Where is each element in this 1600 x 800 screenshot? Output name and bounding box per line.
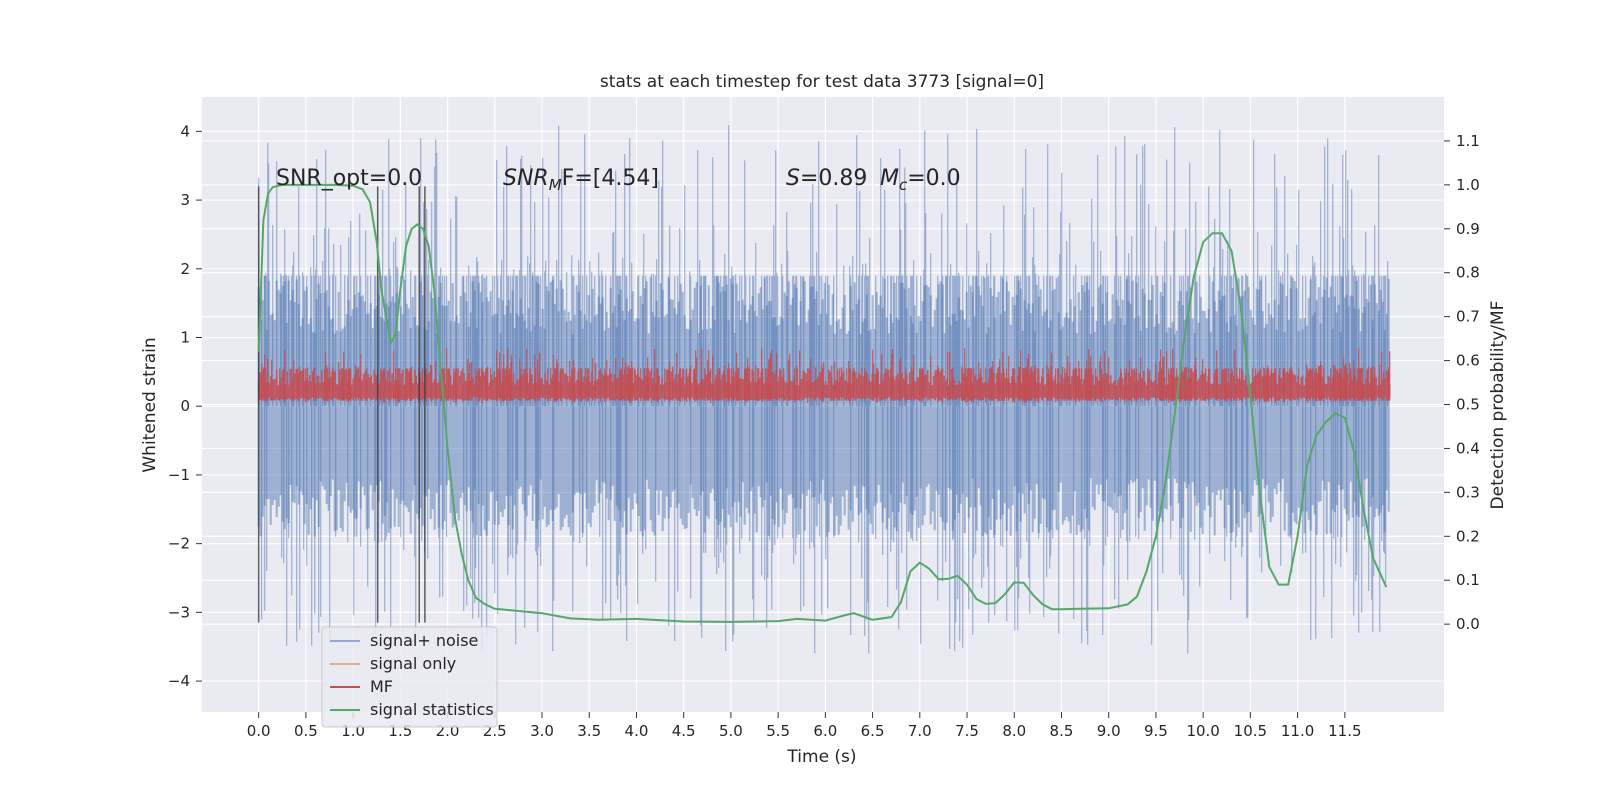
y-right-tick-label: 0.6 (1456, 352, 1480, 370)
series-signal-statistics (257, 183, 1388, 623)
x-tick-label: 3.0 (530, 722, 554, 740)
y-left-tick-label: −2 (168, 535, 190, 553)
x-axis-ticks: 0.0 0.5 1.0 1.5 2.0 2.5 3.0 3.5 4.0 4.5 5.0 5.5 6.0 6… (247, 712, 1362, 740)
chart-title: stats at each timestep for test data 377… (600, 72, 1044, 92)
annotation-snr-opt: SNR_opt=0.0 (276, 166, 422, 191)
x-tick-label: 3.5 (577, 722, 601, 740)
y-right-tick-label: 0.5 (1456, 396, 1480, 414)
x-tick-label: 11.0 (1281, 722, 1314, 740)
x-tick-label: 7.5 (955, 722, 979, 740)
y-left-axis-label: Whitened strain (140, 337, 160, 472)
x-tick-label: 9.5 (1144, 722, 1168, 740)
legend-label-signal-statistics: signal statistics (370, 700, 494, 719)
x-tick-label: 11.5 (1328, 722, 1361, 740)
y-left-tick-label: 1 (180, 329, 190, 347)
x-tick-label: 10.0 (1186, 722, 1219, 740)
legend-label-signal-only: signal only (370, 654, 456, 673)
y-right-tick-label: 1.1 (1456, 132, 1480, 150)
y-right-tick-label: 1.0 (1456, 176, 1480, 194)
legend: signal+ noise signal only MF signal stat… (321, 626, 498, 728)
y-right-axis-label: Detection probability/MF (1488, 301, 1508, 510)
y-left-tick-label: 4 (180, 122, 190, 140)
x-tick-label: 4.5 (672, 722, 696, 740)
annotation-mc: Mc=0.0 (880, 166, 961, 194)
annotation-s: S=0.89 (786, 166, 867, 191)
x-axis-label: Time (s) (786, 747, 856, 767)
y-right-tick-label: 0.7 (1456, 308, 1480, 326)
x-tick-label: 6.0 (813, 722, 837, 740)
y-left-tick-label: 3 (180, 191, 190, 209)
x-tick-label: 8.0 (1002, 722, 1026, 740)
y-left-tick-label: 0 (180, 397, 190, 415)
x-tick-label: 9.0 (1097, 722, 1121, 740)
legend-box (321, 626, 498, 728)
x-tick-label: 5.5 (766, 722, 790, 740)
y-right-tick-label: 0.4 (1456, 439, 1480, 457)
MF-spikes (261, 347, 1391, 403)
y-left-tick-label: −1 (168, 466, 190, 484)
y-right-tick-label: 0.8 (1456, 264, 1480, 282)
annotation-snr-mf: SNRMF=[4.54] (503, 166, 659, 194)
y-right-axis-ticks: 0.0 0.1 0.2 0.3 0.4 0.5 0.6 0.7 0.8 0.9 1.0 1.1 (1444, 132, 1480, 633)
y-right-tick-label: 0.1 (1456, 571, 1480, 589)
x-tick-label: 8.5 (1050, 722, 1074, 740)
x-tick-label: 7.0 (908, 722, 932, 740)
series-mf (257, 347, 1391, 403)
x-tick-label: 0.5 (294, 722, 318, 740)
x-tick-label: 10.5 (1234, 722, 1267, 740)
y-right-tick-label: 0.2 (1456, 527, 1480, 545)
x-tick-label: 5.0 (719, 722, 743, 740)
legend-label-signal-noise: signal+ noise (370, 631, 478, 650)
y-left-tick-label: −4 (168, 672, 190, 690)
y-left-tick-label: −3 (168, 603, 190, 621)
x-tick-label: 6.5 (861, 722, 885, 740)
legend-label-mf: MF (370, 677, 393, 696)
y-right-tick-label: 0.3 (1456, 483, 1480, 501)
x-tick-label: 0.0 (247, 722, 271, 740)
y-right-tick-label: 0.9 (1456, 220, 1480, 238)
y-left-tick-label: 2 (180, 260, 190, 278)
y-left-axis-ticks: −4 −3 −2 −1 0 1 2 3 4 (168, 122, 202, 690)
y-right-tick-label: 0.0 (1456, 615, 1480, 633)
x-tick-label: 4.0 (625, 722, 649, 740)
